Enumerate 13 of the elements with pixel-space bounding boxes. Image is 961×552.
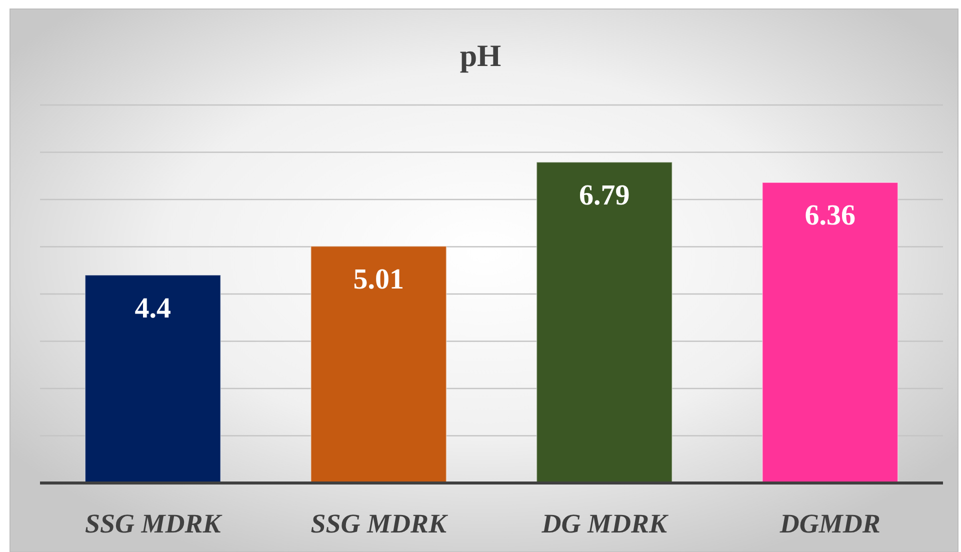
data-label: 6.36 [804,200,856,232]
bar [84,274,222,484]
data-label: 5.01 [353,263,404,296]
bar [536,162,673,484]
data-label: 4.4 [134,292,171,324]
x-tick-label: SSG MDRK [84,508,223,538]
x-tick-label: DG MDRK [540,508,669,538]
x-tick-label: DGMDR [778,508,880,538]
x-tick-label: SSG MDRK [310,508,449,538]
chart-title: pH [460,38,502,73]
data-label: 6.79 [579,179,630,212]
bar [310,246,447,484]
bar [762,182,898,484]
